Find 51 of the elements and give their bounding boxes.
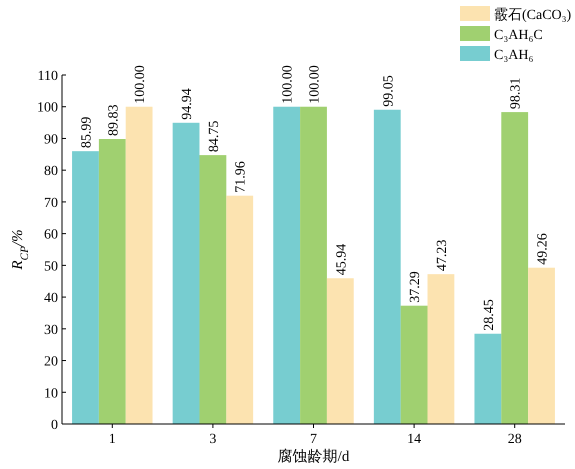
data-label: 71.96: [234, 161, 249, 193]
y-tick-label: 10: [44, 386, 58, 402]
bar: [72, 151, 99, 424]
y-tick-label: 0: [51, 418, 58, 433]
y-tick-label: 30: [44, 322, 58, 338]
y-tick-label: 40: [44, 291, 58, 306]
y-tick-label: 60: [44, 228, 58, 243]
x-tick-label: 7: [310, 432, 317, 447]
y-tick-label: 100: [37, 100, 58, 116]
y-tick-label: 110: [38, 69, 58, 84]
x-tick-label: 14: [407, 432, 422, 447]
bar: [126, 106, 153, 424]
bar: [501, 112, 528, 424]
data-label: 37.29: [408, 271, 424, 303]
data-label: 89.83: [106, 104, 122, 136]
legend-label: 霰石(CaCO₃): [494, 7, 572, 23]
legend-label: C₃AH₆: [494, 48, 534, 63]
x-axis-title: 腐蚀龄期/d: [278, 448, 350, 465]
data-label: 100.00: [133, 65, 148, 104]
y-tick-label: 80: [44, 164, 58, 180]
bar: [199, 155, 226, 424]
data-label: 85.99: [79, 116, 94, 148]
data-label: 49.26: [536, 233, 551, 265]
data-label: 94.94: [180, 88, 196, 120]
y-tick-label: 50: [44, 259, 58, 274]
bar: [300, 106, 327, 424]
x-tick-label: 1: [108, 432, 116, 447]
bar: [226, 196, 254, 424]
y-tick-label: 90: [44, 132, 58, 148]
bar: [374, 110, 401, 424]
data-label: 47.23: [434, 240, 450, 272]
bar: [474, 334, 502, 424]
y-tick-label: 70: [44, 196, 58, 211]
bar: [428, 274, 454, 424]
x-tick-label: 3: [209, 432, 216, 447]
bar: [98, 138, 126, 424]
bar: [400, 306, 428, 424]
data-label: 84.75: [206, 120, 222, 152]
data-label: 98.31: [508, 78, 524, 110]
data-label: 100.00: [308, 65, 322, 104]
bar: [326, 278, 354, 424]
data-label: 45.94: [334, 244, 350, 276]
data-label: 28.45: [482, 299, 497, 331]
bar: [172, 122, 200, 424]
data-label: 99.05: [381, 75, 396, 107]
data-label: 100.00: [280, 65, 296, 104]
legend-label: C₃AH₆C: [494, 28, 543, 43]
bar: [528, 268, 555, 424]
bar: [273, 106, 300, 424]
y-tick-label: 20: [44, 354, 58, 370]
x-tick-label: 28: [508, 432, 522, 447]
